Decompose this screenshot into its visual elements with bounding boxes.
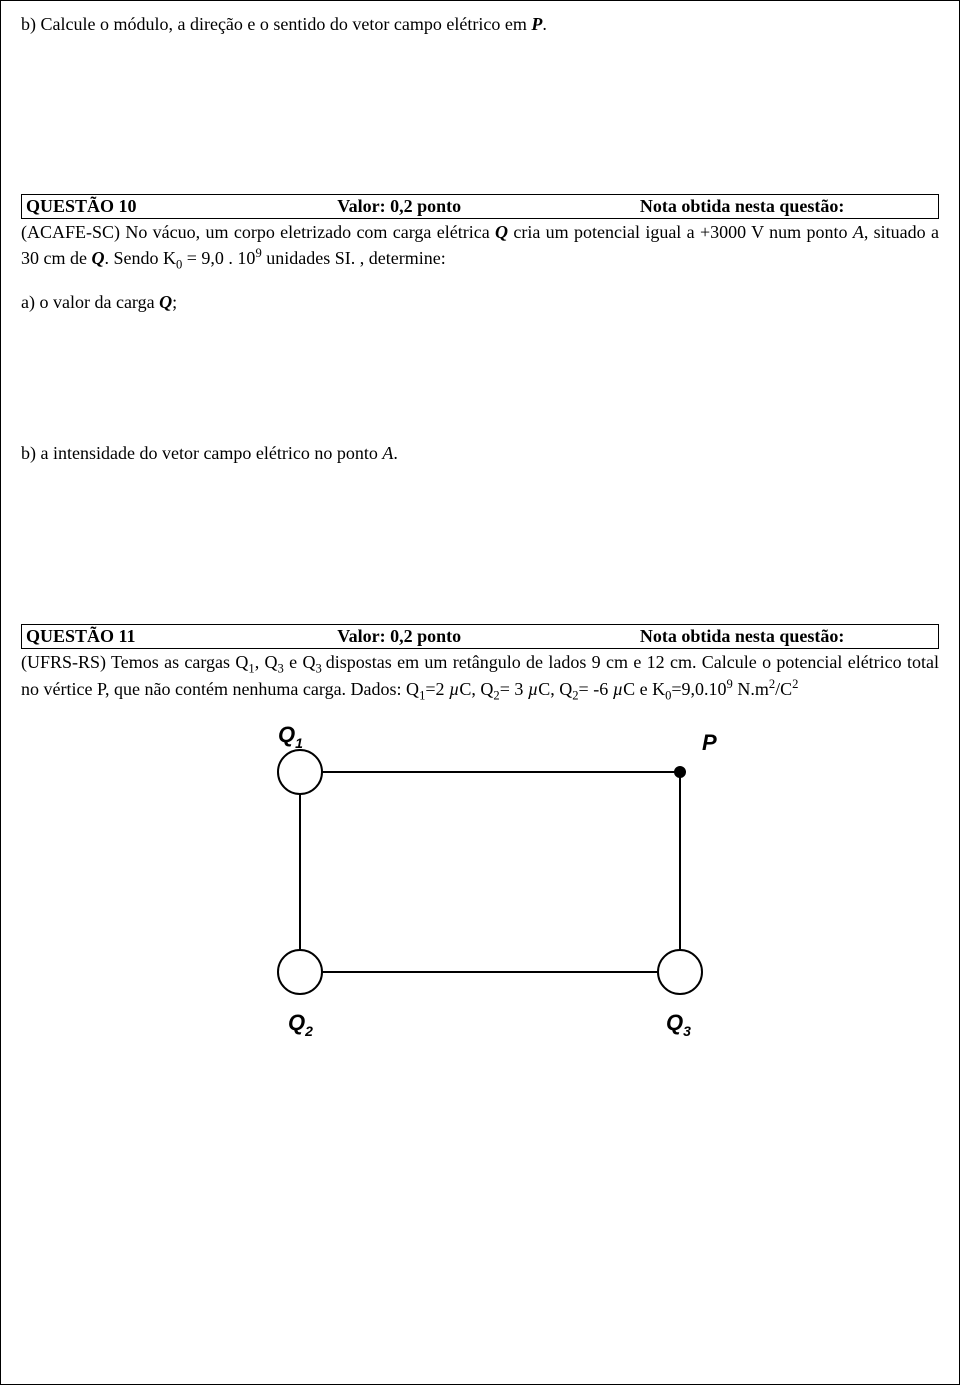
q11-t2: , Q: [255, 652, 278, 672]
q11-diagram: Q1 P Q2 Q3: [210, 712, 750, 1052]
q10-b-post: .: [393, 443, 398, 463]
q11-body: (UFRS-RS) Temos as cargas Q1, Q3 e Q3 di…: [21, 651, 939, 705]
q11-k0: =9,0.10: [671, 679, 726, 699]
q11-num: QUESTÃO 11: [22, 624, 334, 648]
q10-bQ2: Q: [91, 248, 104, 268]
q11-mu3: µ: [613, 679, 623, 699]
q11-diagram-wrap: Q1 P Q2 Q3: [21, 712, 939, 1052]
q10-item-b: b) a intensidade do vetor campo elétrico…: [21, 442, 939, 465]
q11-k0b: N.m: [733, 679, 769, 699]
q11-d3b: C e K: [623, 679, 665, 699]
q10-space-b: [21, 474, 939, 624]
q11-nota: Nota obtida nesta questão:: [636, 624, 939, 648]
q10-valor: Valor: 0,2 ponto: [333, 195, 636, 219]
pre-question-b: b) Calcule o módulo, a direção e o senti…: [21, 13, 939, 36]
q10-t2: cria um potencial igual a +3000 V num po…: [508, 222, 853, 242]
q10-body: (ACAFE-SC) No vácuo, um corpo eletrizado…: [21, 221, 939, 272]
pre-b-after: .: [542, 14, 547, 34]
page: b) Calcule o módulo, a direção e o senti…: [0, 0, 960, 1385]
svg-text:Q1: Q1: [278, 722, 303, 751]
q10-t1: (ACAFE-SC) No vácuo, um corpo eletrizado…: [21, 222, 495, 242]
q11-s3b: 3: [315, 661, 325, 675]
q11-t1: (UFRS-RS) Temos as cargas Q: [21, 652, 248, 672]
q11-d3: = -6: [579, 679, 613, 699]
q10-t5: = 9,0 . 10: [182, 248, 255, 268]
q11-mu2: µ: [528, 679, 538, 699]
q10-header-table: QUESTÃO 10 Valor: 0,2 ponto Nota obtida …: [21, 194, 939, 219]
svg-text:Q2: Q2: [288, 1010, 313, 1039]
pre-b-P: P: [531, 14, 542, 34]
q11-mu1: µ: [449, 679, 459, 699]
q10-b-pre: b) a intensidade do vetor campo elétrico…: [21, 443, 382, 463]
svg-text:Q3: Q3: [666, 1010, 691, 1039]
q10-b-A: A: [382, 443, 393, 463]
q11-d2b: C, Q: [538, 679, 572, 699]
q10-t4: . Sendo K: [104, 248, 176, 268]
q11-c2: 2: [792, 677, 798, 691]
q10-bQ: Q: [495, 222, 508, 242]
q10-t6: unidades SI. , determine:: [262, 248, 446, 268]
q10-a-post: ;: [172, 292, 177, 312]
pre-b-text: b) Calcule o módulo, a direção e o senti…: [21, 14, 531, 34]
q10-nota: Nota obtida nesta questão:: [636, 195, 939, 219]
q10-item-a: a) o valor da carga Q;: [21, 291, 939, 314]
q10-a-pre: a) o valor da carga: [21, 292, 159, 312]
svg-text:P: P: [702, 730, 717, 755]
q11-slash: /C: [775, 679, 792, 699]
q11-d1: =2: [425, 679, 449, 699]
q10-space-a: [21, 322, 939, 442]
answer-space-pre: [21, 44, 939, 194]
q11-header-table: QUESTÃO 11 Valor: 0,2 ponto Nota obtida …: [21, 624, 939, 649]
q11-valor: Valor: 0,2 ponto: [333, 624, 636, 648]
q11-d2: = 3: [500, 679, 528, 699]
q10-bA: A: [853, 222, 864, 242]
q11-d1b: C, Q: [459, 679, 493, 699]
q10-num: QUESTÃO 10: [22, 195, 334, 219]
q10-a-Q: Q: [159, 292, 172, 312]
q11-t3: e Q: [284, 652, 316, 672]
